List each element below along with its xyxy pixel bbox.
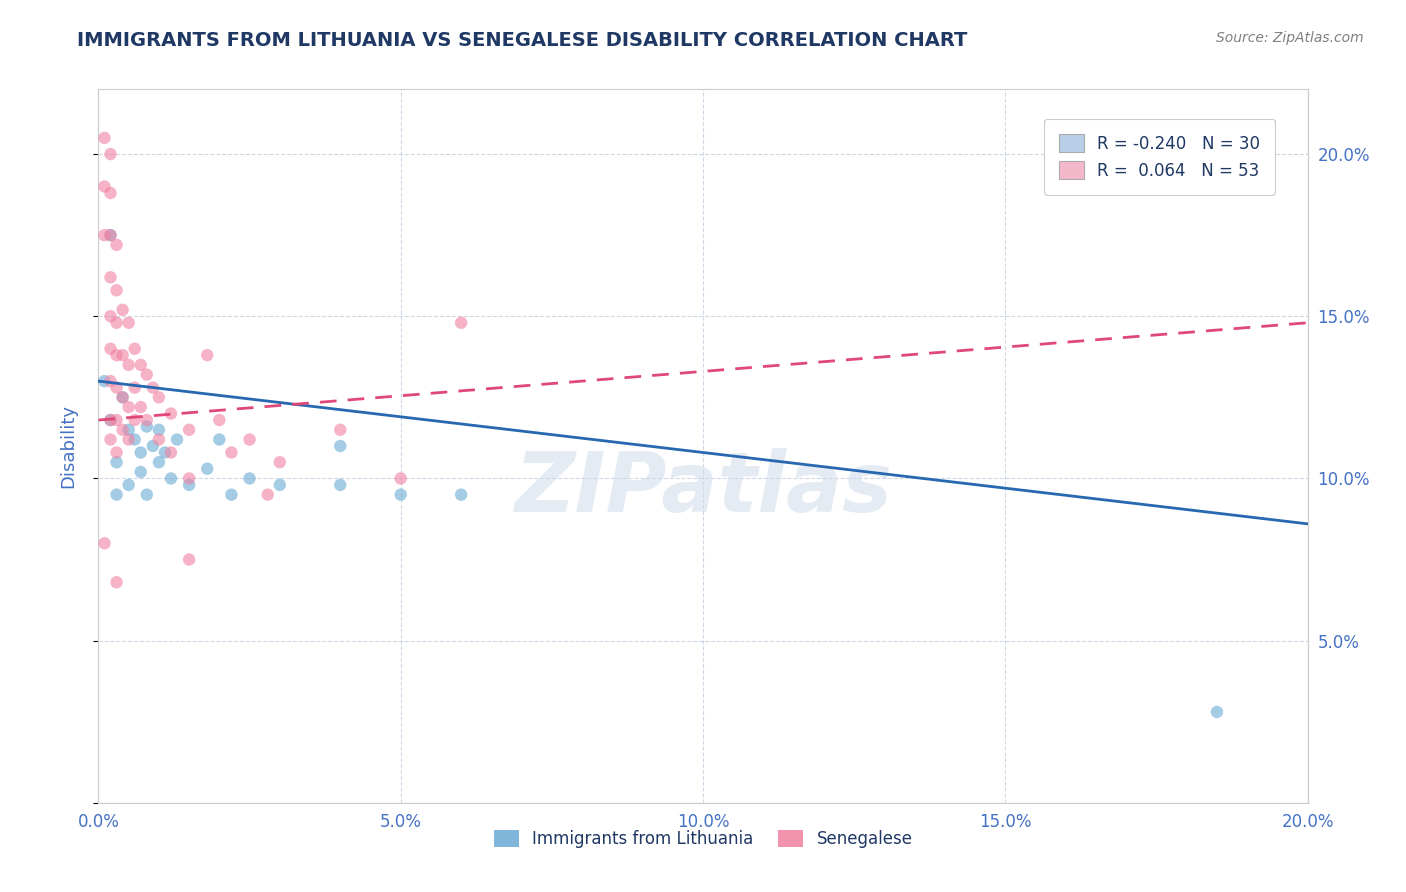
Point: [142, 381, 165, 395]
Point: [100, 413, 122, 427]
Point: [118, 400, 141, 414]
Point: [111, 423, 134, 437]
Point: [160, 445, 183, 459]
Point: [105, 445, 128, 459]
Point: [118, 478, 141, 492]
Point: [179, 478, 201, 492]
Point: [105, 283, 128, 297]
Point: [105, 238, 128, 252]
Point: [179, 423, 201, 437]
Point: [135, 368, 157, 382]
Point: [179, 471, 201, 485]
Point: [269, 455, 291, 469]
Point: [129, 465, 152, 479]
Point: [111, 390, 134, 404]
Point: [239, 433, 262, 447]
Point: [160, 471, 183, 485]
Point: [105, 455, 128, 469]
Point: [148, 390, 170, 404]
Point: [118, 423, 141, 437]
Point: [148, 455, 170, 469]
Point: [179, 552, 201, 566]
Point: [100, 228, 122, 243]
Point: [148, 423, 170, 437]
Point: [105, 488, 128, 502]
Point: [239, 471, 262, 485]
Point: [93, 179, 115, 194]
Point: [93, 228, 115, 243]
Point: [118, 358, 141, 372]
Point: [135, 419, 157, 434]
Point: [450, 488, 472, 502]
Point: [148, 433, 170, 447]
Point: [142, 439, 165, 453]
Point: [195, 348, 218, 362]
Point: [129, 445, 152, 459]
Point: [124, 433, 146, 447]
Point: [118, 316, 141, 330]
Point: [93, 131, 115, 145]
Point: [100, 270, 122, 285]
Point: [105, 348, 128, 362]
Point: [329, 478, 352, 492]
Point: [153, 445, 176, 459]
Point: [100, 413, 122, 427]
Point: [160, 407, 183, 421]
Point: [256, 488, 278, 502]
Point: [195, 461, 218, 475]
Point: [129, 358, 152, 372]
Text: ZIPatlas: ZIPatlas: [515, 449, 891, 529]
Point: [124, 342, 146, 356]
Point: [93, 374, 115, 388]
Point: [105, 381, 128, 395]
Point: [118, 433, 141, 447]
Point: [105, 575, 128, 590]
Point: [111, 302, 134, 317]
Point: [100, 147, 122, 161]
Point: [100, 433, 122, 447]
Point: [450, 316, 472, 330]
Point: [389, 488, 412, 502]
Point: [329, 439, 352, 453]
Text: IMMIGRANTS FROM LITHUANIA VS SENEGALESE DISABILITY CORRELATION CHART: IMMIGRANTS FROM LITHUANIA VS SENEGALESE …: [77, 31, 967, 50]
Point: [329, 423, 352, 437]
Point: [208, 433, 231, 447]
Point: [100, 342, 122, 356]
Point: [269, 478, 291, 492]
Point: [100, 228, 122, 243]
Point: [1206, 705, 1229, 719]
Point: [100, 374, 122, 388]
Point: [208, 413, 231, 427]
Point: [105, 413, 128, 427]
Legend: Immigrants from Lithuania, Senegalese: Immigrants from Lithuania, Senegalese: [486, 823, 920, 855]
Point: [100, 186, 122, 200]
Point: [389, 471, 412, 485]
Point: [111, 390, 134, 404]
Point: [93, 536, 115, 550]
Point: [111, 348, 134, 362]
Point: [135, 413, 157, 427]
Point: [221, 445, 243, 459]
Point: [124, 413, 146, 427]
Point: [124, 381, 146, 395]
Point: [135, 488, 157, 502]
Point: [100, 310, 122, 324]
Text: Source: ZipAtlas.com: Source: ZipAtlas.com: [1216, 31, 1364, 45]
Point: [105, 316, 128, 330]
Point: [166, 433, 188, 447]
Point: [129, 400, 152, 414]
Point: [221, 488, 243, 502]
Y-axis label: Disability: Disability: [59, 404, 77, 488]
